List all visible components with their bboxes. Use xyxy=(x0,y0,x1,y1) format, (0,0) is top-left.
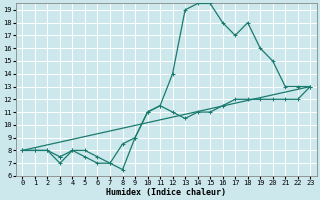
X-axis label: Humidex (Indice chaleur): Humidex (Indice chaleur) xyxy=(106,188,226,197)
